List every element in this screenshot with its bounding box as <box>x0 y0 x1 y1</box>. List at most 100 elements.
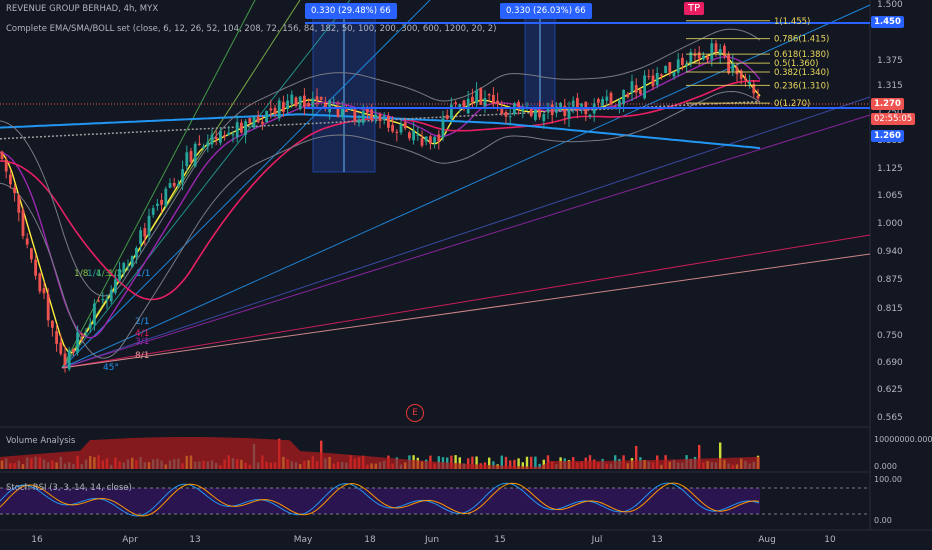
candle-body <box>21 210 25 237</box>
candle-body <box>504 112 508 117</box>
candle-body <box>672 72 676 77</box>
candle-body <box>336 106 340 117</box>
price-tick: 0.875 <box>877 275 903 285</box>
time-tick: May <box>294 535 313 545</box>
candle-body <box>122 263 126 273</box>
candle-body <box>252 116 256 128</box>
candle-body <box>97 300 100 302</box>
candle-body <box>685 63 688 66</box>
time-tick: Jun <box>424 535 439 545</box>
candle-body <box>277 100 281 119</box>
time-tick: Aug <box>758 535 776 545</box>
candle-body <box>731 63 735 72</box>
candle-body <box>202 146 205 149</box>
candle-body <box>227 132 231 135</box>
candle-body <box>177 183 180 187</box>
candle-body <box>214 136 218 139</box>
stoch-panel-title[interactable]: Stoch RSI (3, 3, 14, 14, close) <box>6 483 132 493</box>
candle-body <box>429 136 432 144</box>
stoch-rsi-lines <box>0 482 870 517</box>
fib-level-label: 0.618(1.380) <box>774 50 829 60</box>
gann-label: 8/1 <box>135 351 149 361</box>
volume-average-area <box>0 437 760 469</box>
gann-fan[interactable]: 1/81/41/31/21/12/13/14/18/145° <box>61 0 871 373</box>
candle-body <box>219 130 222 143</box>
candle-body <box>416 134 420 136</box>
candle-body <box>345 110 348 113</box>
measure-label-2: 0.330 (26.03%) 66 <box>500 3 592 19</box>
stoch-d-line <box>0 482 760 517</box>
candle-body <box>164 188 168 207</box>
time-tick: 13 <box>189 535 200 545</box>
price-tick: 1.065 <box>877 191 903 201</box>
candle-body <box>534 109 537 120</box>
candle-body <box>109 289 113 302</box>
earnings-event-marker[interactable]: E <box>406 404 424 422</box>
candle-body <box>25 238 29 245</box>
tp-marker[interactable]: TP <box>684 2 705 15</box>
candle-body <box>567 107 571 119</box>
bollinger-upper <box>0 28 761 297</box>
gann-fan-line <box>61 96 871 369</box>
candle-body <box>135 247 138 258</box>
volume-bar <box>698 444 701 469</box>
candle-body <box>231 134 235 136</box>
candle-body <box>723 45 726 56</box>
candle-body <box>601 99 604 107</box>
candle-body <box>147 215 151 236</box>
candle-body <box>483 98 487 107</box>
candle-body <box>34 259 37 276</box>
candle-body <box>487 94 491 96</box>
candle-body <box>744 77 747 80</box>
candle-body <box>206 142 210 147</box>
candle-body <box>546 108 550 112</box>
candle-body <box>189 151 193 163</box>
volume-bar <box>454 455 457 469</box>
candle-body <box>676 59 680 73</box>
price-tag-1260: 1.260 <box>871 130 904 142</box>
candle-body <box>408 132 411 139</box>
candle-body <box>521 106 525 112</box>
volume-bar <box>509 460 512 469</box>
fib-level-label: 0.236(1.310) <box>774 81 829 91</box>
fib-retracement[interactable]: 1(1.455) 0.786(1.415) 0.618(1.380)0.5(1.36… <box>686 17 829 109</box>
candle-body <box>576 97 579 111</box>
ema-mid-line <box>0 56 761 339</box>
candle-body <box>88 323 92 329</box>
volume-bar <box>525 456 529 469</box>
candle-body <box>693 53 697 56</box>
candle-body <box>282 101 285 112</box>
candle-body <box>156 203 159 206</box>
time-tick: Jul <box>591 535 603 545</box>
volume-bar <box>458 457 461 469</box>
stoch-axis-bottom: 0.00 <box>874 516 892 525</box>
fib-level-label: 0(1.270) <box>774 99 810 109</box>
candle-body <box>84 332 88 334</box>
time-tick: Apr <box>122 535 138 545</box>
last-price-tag: 1.270 <box>871 98 904 110</box>
candle-body <box>340 108 344 117</box>
candle-body <box>181 169 184 183</box>
fib-level-label: 0.382(1.340) <box>774 68 829 78</box>
candle-body <box>454 102 457 104</box>
candle-body <box>462 100 466 110</box>
candle-body <box>160 199 163 205</box>
candle-body <box>244 121 247 135</box>
gann-label: 45° <box>103 363 119 373</box>
indicator-legend[interactable]: Complete EMA/SMA/BOLL set (close, 6, 12,… <box>6 24 497 34</box>
candle-body <box>718 49 722 56</box>
price-tick: 1.375 <box>877 56 903 66</box>
candle-body <box>597 99 600 103</box>
volume-panel-title[interactable]: Volume Analysis <box>6 436 76 446</box>
candle-body <box>689 52 693 64</box>
time-tick: 18 <box>364 535 376 545</box>
candle-body <box>235 122 239 138</box>
candle-body <box>697 52 701 59</box>
measure-label-1: 0.330 (29.48%) 66 <box>305 3 397 19</box>
candle-body <box>357 119 361 123</box>
volume-bar <box>450 455 453 469</box>
candle-body <box>555 106 558 113</box>
candle-body <box>496 100 499 104</box>
candle-body <box>240 122 243 133</box>
